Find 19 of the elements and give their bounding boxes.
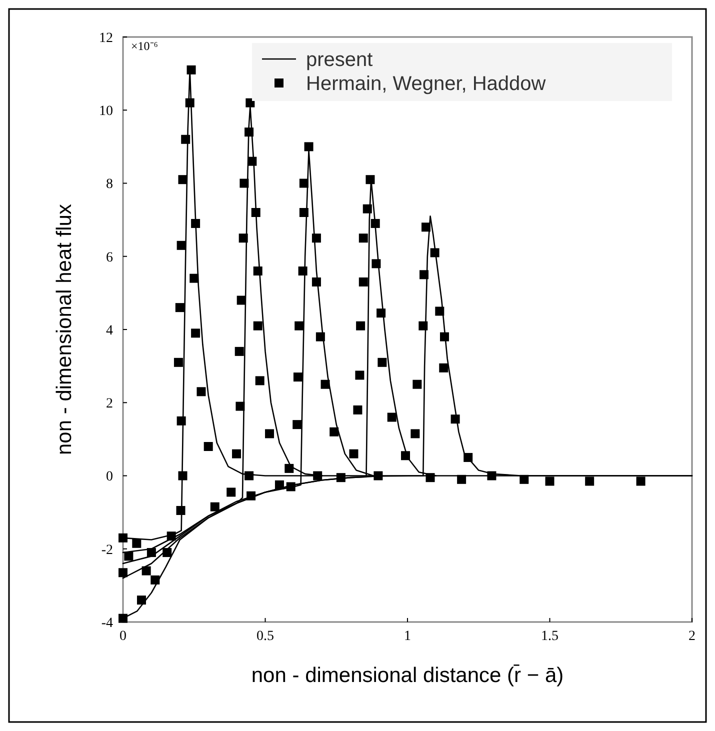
y-tick-label: 12 xyxy=(99,30,113,46)
legend-label: Hermain, Wegner, Haddow xyxy=(306,73,546,95)
y-axis-title: non - dimensional heat flux xyxy=(53,204,76,455)
x-tick-label: 2 xyxy=(688,629,696,644)
x-tick-label: 0 xyxy=(120,629,126,644)
y-tick-label: 2 xyxy=(106,396,113,412)
y-tick-label: 10 xyxy=(99,104,113,120)
y-tick-label: 8 xyxy=(106,177,113,192)
x-tick-label: 1 xyxy=(404,629,411,644)
x-tick-label: 0.5 xyxy=(256,629,274,644)
x-axis-title: non - dimensional distance (r̄ − ā) xyxy=(251,664,564,687)
y-tick-label: 0 xyxy=(106,470,113,485)
y-tick-label: 6 xyxy=(106,250,113,266)
annotation: ×10⁻⁶ xyxy=(131,39,158,53)
x-tick-label: 1.5 xyxy=(541,629,558,644)
y-tick-label: -2 xyxy=(101,542,113,558)
y-tick-label: 4 xyxy=(106,323,113,338)
y-tick-label: -4 xyxy=(101,616,113,631)
legend-label: present xyxy=(306,49,374,71)
